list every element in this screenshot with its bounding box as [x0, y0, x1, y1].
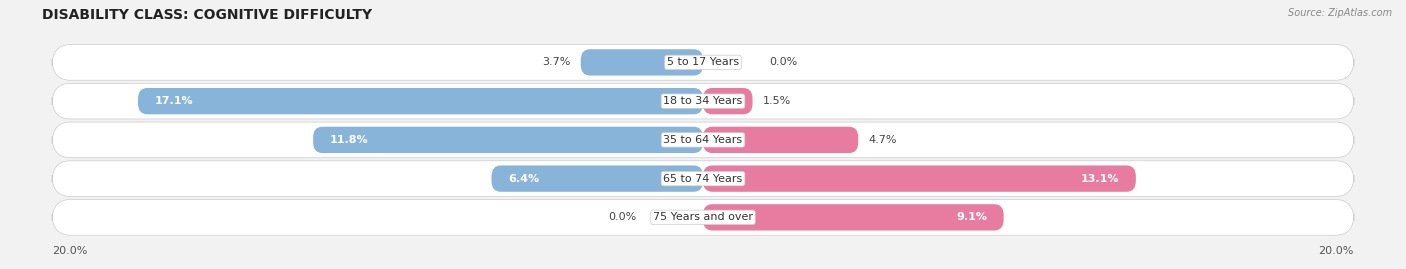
FancyBboxPatch shape	[703, 165, 1136, 192]
Text: 5 to 17 Years: 5 to 17 Years	[666, 57, 740, 68]
FancyBboxPatch shape	[52, 161, 1354, 196]
FancyBboxPatch shape	[703, 127, 858, 153]
Text: 3.7%: 3.7%	[543, 57, 571, 68]
Text: 0.0%: 0.0%	[609, 212, 637, 222]
FancyBboxPatch shape	[52, 122, 1354, 158]
FancyBboxPatch shape	[52, 45, 1354, 80]
FancyBboxPatch shape	[314, 127, 703, 153]
Text: DISABILITY CLASS: COGNITIVE DIFFICULTY: DISABILITY CLASS: COGNITIVE DIFFICULTY	[42, 8, 373, 22]
Text: 20.0%: 20.0%	[52, 246, 87, 256]
Text: 75 Years and over: 75 Years and over	[652, 212, 754, 222]
FancyBboxPatch shape	[52, 200, 1354, 235]
Text: 18 to 34 Years: 18 to 34 Years	[664, 96, 742, 106]
Text: 1.5%: 1.5%	[762, 96, 790, 106]
Text: 13.1%: 13.1%	[1081, 174, 1119, 184]
Text: 0.0%: 0.0%	[769, 57, 797, 68]
Text: 4.7%: 4.7%	[868, 135, 897, 145]
Text: 65 to 74 Years: 65 to 74 Years	[664, 174, 742, 184]
FancyBboxPatch shape	[703, 88, 752, 114]
Text: 35 to 64 Years: 35 to 64 Years	[664, 135, 742, 145]
Text: Source: ZipAtlas.com: Source: ZipAtlas.com	[1288, 8, 1392, 18]
Text: 9.1%: 9.1%	[956, 212, 987, 222]
FancyBboxPatch shape	[492, 165, 703, 192]
FancyBboxPatch shape	[138, 88, 703, 114]
FancyBboxPatch shape	[52, 83, 1354, 119]
FancyBboxPatch shape	[703, 204, 1004, 231]
Text: 17.1%: 17.1%	[155, 96, 193, 106]
Text: 20.0%: 20.0%	[1319, 246, 1354, 256]
Text: 6.4%: 6.4%	[508, 174, 538, 184]
Text: 11.8%: 11.8%	[329, 135, 368, 145]
FancyBboxPatch shape	[581, 49, 703, 76]
